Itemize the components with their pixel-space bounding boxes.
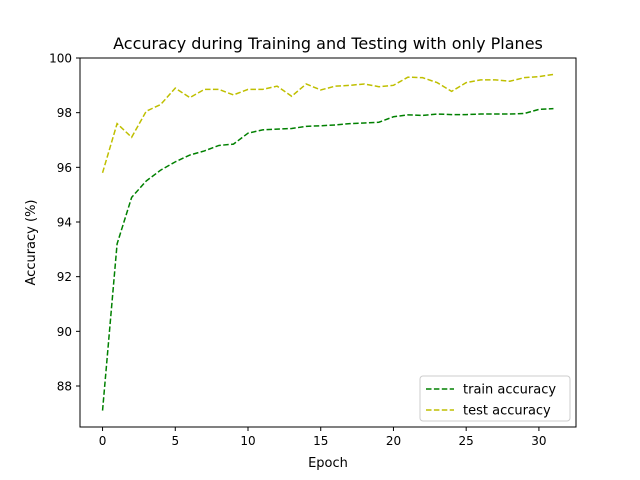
x-tick-label: 25 bbox=[459, 434, 474, 448]
x-tick-label: 30 bbox=[531, 434, 546, 448]
y-tick-label: 96 bbox=[57, 161, 72, 175]
y-tick-label: 90 bbox=[57, 325, 72, 339]
chart-title: Accuracy during Training and Testing wit… bbox=[113, 34, 543, 53]
y-axis-label: Accuracy (%) bbox=[24, 200, 39, 286]
x-tick-label: 5 bbox=[171, 434, 179, 448]
legend-label: test accuracy bbox=[463, 404, 551, 419]
plot-area bbox=[101, 73, 554, 411]
x-tick-label: 20 bbox=[386, 434, 401, 448]
x-axis: 0 5 10 15 20 25 30 bbox=[99, 427, 547, 448]
x-tick-label: 15 bbox=[313, 434, 328, 448]
x-axis-label: Epoch bbox=[308, 456, 348, 471]
legend-label: train accuracy bbox=[463, 383, 556, 398]
axes-frame bbox=[79, 57, 577, 428]
x-tick-label: 10 bbox=[240, 434, 255, 448]
series-line-0 bbox=[101, 107, 554, 411]
y-axis: 88 90 92 94 96 98 100 bbox=[49, 52, 80, 394]
series-line-1 bbox=[101, 73, 554, 174]
y-tick-label: 94 bbox=[57, 216, 72, 230]
y-tick-label: 92 bbox=[57, 270, 72, 284]
x-tick-label: 0 bbox=[99, 434, 107, 448]
legend: train accuracy test accuracy bbox=[419, 375, 571, 422]
legend-box bbox=[419, 375, 571, 422]
y-tick-label: 88 bbox=[57, 380, 72, 394]
y-tick-label: 100 bbox=[49, 52, 72, 66]
y-tick-label: 98 bbox=[57, 106, 72, 120]
